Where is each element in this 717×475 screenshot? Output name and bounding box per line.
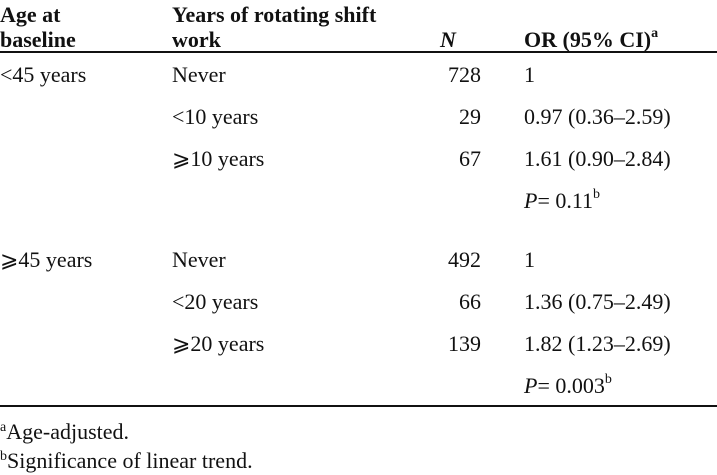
n-cell: 29 <box>459 104 481 129</box>
header-marker: a <box>651 26 659 41</box>
or-cell: 1 <box>524 247 535 272</box>
n-cell: 492 <box>448 247 481 272</box>
trend-cell: P= 0.003b <box>524 365 612 407</box>
age-cell: ⩾45 years <box>0 247 93 272</box>
trend-value: = 0.003 <box>537 373 605 398</box>
header-age: Age at baseline <box>0 2 76 52</box>
trend-cell: P= 0.11b <box>524 180 600 222</box>
bottom-rule <box>0 405 717 407</box>
trend-marker: b <box>593 187 601 202</box>
or-cell: 1.61 (0.90–2.84) <box>524 146 671 171</box>
years-cell: Never <box>172 62 226 87</box>
header-n: N <box>440 27 456 52</box>
header-or: OR (95% CI)a <box>524 26 659 52</box>
n-cell: 728 <box>448 62 481 87</box>
footnote-text: Significance of linear trend. <box>7 448 253 473</box>
header-or-text: OR (95% CI) <box>524 27 652 52</box>
years-cell: <10 years <box>172 104 259 129</box>
age-cell: <45 years <box>0 62 87 87</box>
n-cell: 66 <box>459 289 481 314</box>
footnote: bSignificance of linear trend. <box>0 447 253 475</box>
trend-value: = 0.11 <box>537 188 594 213</box>
years-cell: ⩾20 years <box>172 331 265 356</box>
or-cell: 1.82 (1.23–2.69) <box>524 331 671 356</box>
footnote-marker: b <box>0 449 7 464</box>
or-cell: 0.97 (0.36–2.59) <box>524 104 671 129</box>
footnote: aAge-adjusted. <box>0 418 129 446</box>
years-cell: Never <box>172 247 226 272</box>
top-rule <box>0 51 717 53</box>
years-cell: ⩾10 years <box>172 146 265 171</box>
footnote-text: Age-adjusted. <box>6 419 130 444</box>
n-cell: 67 <box>459 146 481 171</box>
years-cell: <20 years <box>172 289 259 314</box>
n-cell: 139 <box>448 331 481 356</box>
trend-marker: b <box>604 372 612 387</box>
footnote-marker: a <box>0 420 7 435</box>
or-cell: 1.36 (0.75–2.49) <box>524 289 671 314</box>
trend-p: P <box>524 188 538 213</box>
trend-p: P <box>524 373 538 398</box>
or-cell: 1 <box>524 62 535 87</box>
header-years: Years of rotating shift work <box>172 2 377 52</box>
